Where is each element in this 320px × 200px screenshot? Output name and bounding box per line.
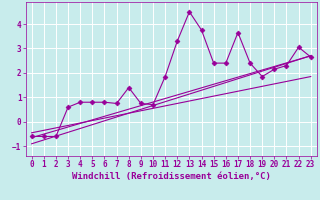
X-axis label: Windchill (Refroidissement éolien,°C): Windchill (Refroidissement éolien,°C) bbox=[72, 172, 271, 181]
